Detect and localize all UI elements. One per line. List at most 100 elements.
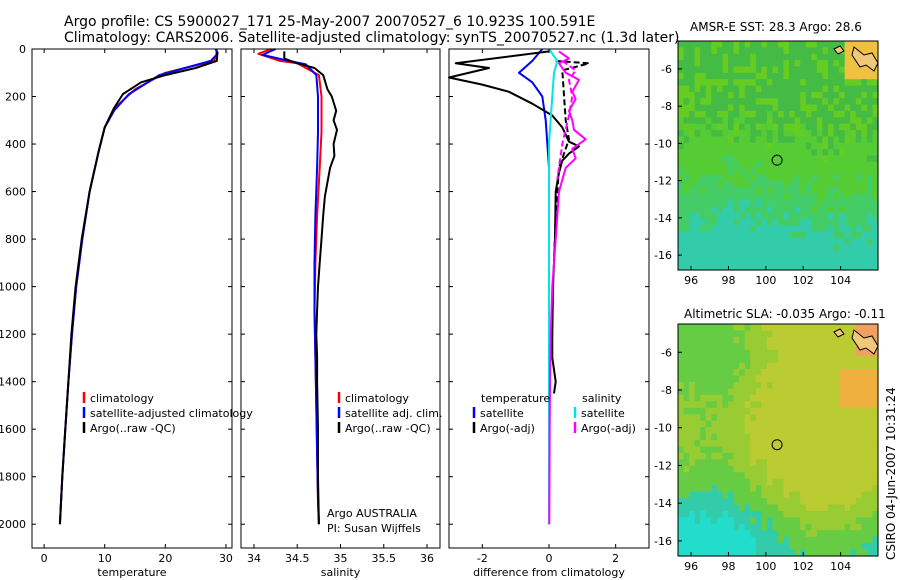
- sst-map-cell: [800, 257, 807, 265]
- sla-map-cell: [828, 356, 835, 364]
- sla-map-cell: [789, 530, 796, 538]
- sla-map-cell: [678, 498, 685, 506]
- sla-map-cell: [789, 382, 796, 390]
- sla-map-cell: [811, 485, 818, 493]
- sst-map-cell: [833, 123, 840, 131]
- sla-map-cell: [722, 362, 729, 370]
- sst-map-cell: [716, 206, 724, 214]
- sla-map-cell: [794, 324, 801, 332]
- sst-map-cell: [766, 47, 774, 55]
- sla-map-cell: [778, 343, 785, 351]
- sla-map-cell: [772, 382, 779, 390]
- sst-map-cell: [755, 142, 762, 150]
- sst-map-cell: [828, 79, 835, 87]
- sst-map-cell: [761, 142, 768, 150]
- sla-map-cell: [755, 420, 762, 428]
- sla-map-cell: [700, 401, 707, 409]
- sst-map-cell: [755, 174, 762, 182]
- sla-map-cell: [678, 491, 685, 499]
- sst-map-cell: [711, 244, 718, 252]
- sla-map-cell: [728, 549, 735, 557]
- sla-map-cell: [822, 459, 829, 467]
- sla-map-cell: [744, 388, 751, 396]
- sst-map-cell: [850, 136, 857, 144]
- diff-xtick-label: 2: [612, 552, 619, 565]
- sst-map-cell: [839, 66, 846, 74]
- sla-map-cell: [783, 324, 790, 332]
- sla-map-cell: [722, 414, 729, 422]
- sla-map-cell: [772, 452, 779, 460]
- sla-map-cell: [711, 446, 718, 454]
- sla-map-cell: [794, 485, 801, 493]
- sla-map-cell: [855, 543, 862, 551]
- sla-map-cell: [861, 543, 868, 551]
- sst-map-cell: [772, 110, 779, 118]
- sst-map-cell: [822, 41, 829, 48]
- sla-map-cell: [750, 440, 757, 448]
- sst-map-cell: [705, 104, 712, 112]
- sst-map-cell: [839, 98, 846, 106]
- sla-map-cell: [694, 382, 701, 390]
- sla-map-cell: [772, 362, 779, 370]
- sst-map-cell: [711, 104, 718, 112]
- sst-map-cell: [772, 219, 779, 227]
- sla-map-cell: [811, 440, 818, 448]
- sla-map-cell: [750, 356, 757, 364]
- sla-map-cell: [844, 452, 851, 460]
- sst-map-cell: [855, 244, 862, 252]
- sla-map-cell: [728, 446, 735, 454]
- sla-map-cell: [866, 549, 874, 557]
- sla-map-cell: [861, 440, 868, 448]
- sla-map-cell: [805, 510, 812, 518]
- sla-map-cell: [833, 504, 840, 512]
- sla-map-cell: [683, 536, 690, 544]
- sst-map-cell: [683, 104, 690, 112]
- sla-map-cell: [700, 427, 707, 435]
- depth-tick-label: 1400: [0, 376, 26, 389]
- sla-map-cell: [683, 491, 690, 499]
- sal-xtick-label: 36: [420, 552, 434, 565]
- sst-map-cell: [850, 110, 857, 118]
- sla-map-cell: [816, 478, 824, 486]
- sla-map-cell: [755, 536, 762, 544]
- sst-map-cell: [728, 91, 735, 99]
- sla-map-cell: [861, 382, 868, 390]
- sla-map-cell: [744, 336, 751, 344]
- sst-map-cell: [811, 257, 818, 265]
- sst-map-cell: [739, 91, 746, 99]
- sla-map-cell: [739, 491, 746, 499]
- sst-map-cell: [778, 79, 785, 87]
- sst-map-cell: [678, 117, 685, 125]
- sst-map-cell: [711, 85, 718, 93]
- sst-map-cell: [811, 149, 818, 157]
- sla-map-cell: [828, 549, 835, 557]
- sla-map-cell: [700, 504, 707, 512]
- sla-map-cell: [705, 459, 712, 467]
- sla-map-cell: [689, 446, 696, 454]
- sst-map-cell: [778, 130, 785, 138]
- sla-map-cell: [833, 459, 840, 467]
- sst-map-cell: [733, 263, 740, 271]
- sla-map-cell: [772, 427, 779, 435]
- sst-map-cell: [844, 200, 851, 207]
- sst-map-cell: [733, 168, 740, 176]
- sst-map-cell: [744, 123, 751, 131]
- sla-map-cell: [872, 433, 879, 441]
- sst-map-cell: [744, 174, 751, 182]
- sla-map-cell: [800, 369, 807, 377]
- sla-map-cell: [794, 504, 801, 512]
- sla-map-cell: [805, 485, 812, 493]
- sla-map-cell: [678, 459, 685, 467]
- sla-map-cell: [728, 407, 735, 415]
- sla-map-cell: [828, 510, 835, 518]
- sla-map-cell: [816, 369, 824, 377]
- sst-map-cell: [872, 72, 879, 80]
- sla-map-cell: [778, 465, 785, 473]
- sst-map-cell: [728, 263, 735, 271]
- sst-map-cell: [816, 250, 824, 258]
- sla-map-cell: [722, 356, 729, 364]
- sst-map-cell: [761, 263, 768, 271]
- sst-map-cell: [861, 136, 868, 144]
- sst-map-cell: [766, 130, 774, 138]
- sla-map-cell: [789, 407, 796, 415]
